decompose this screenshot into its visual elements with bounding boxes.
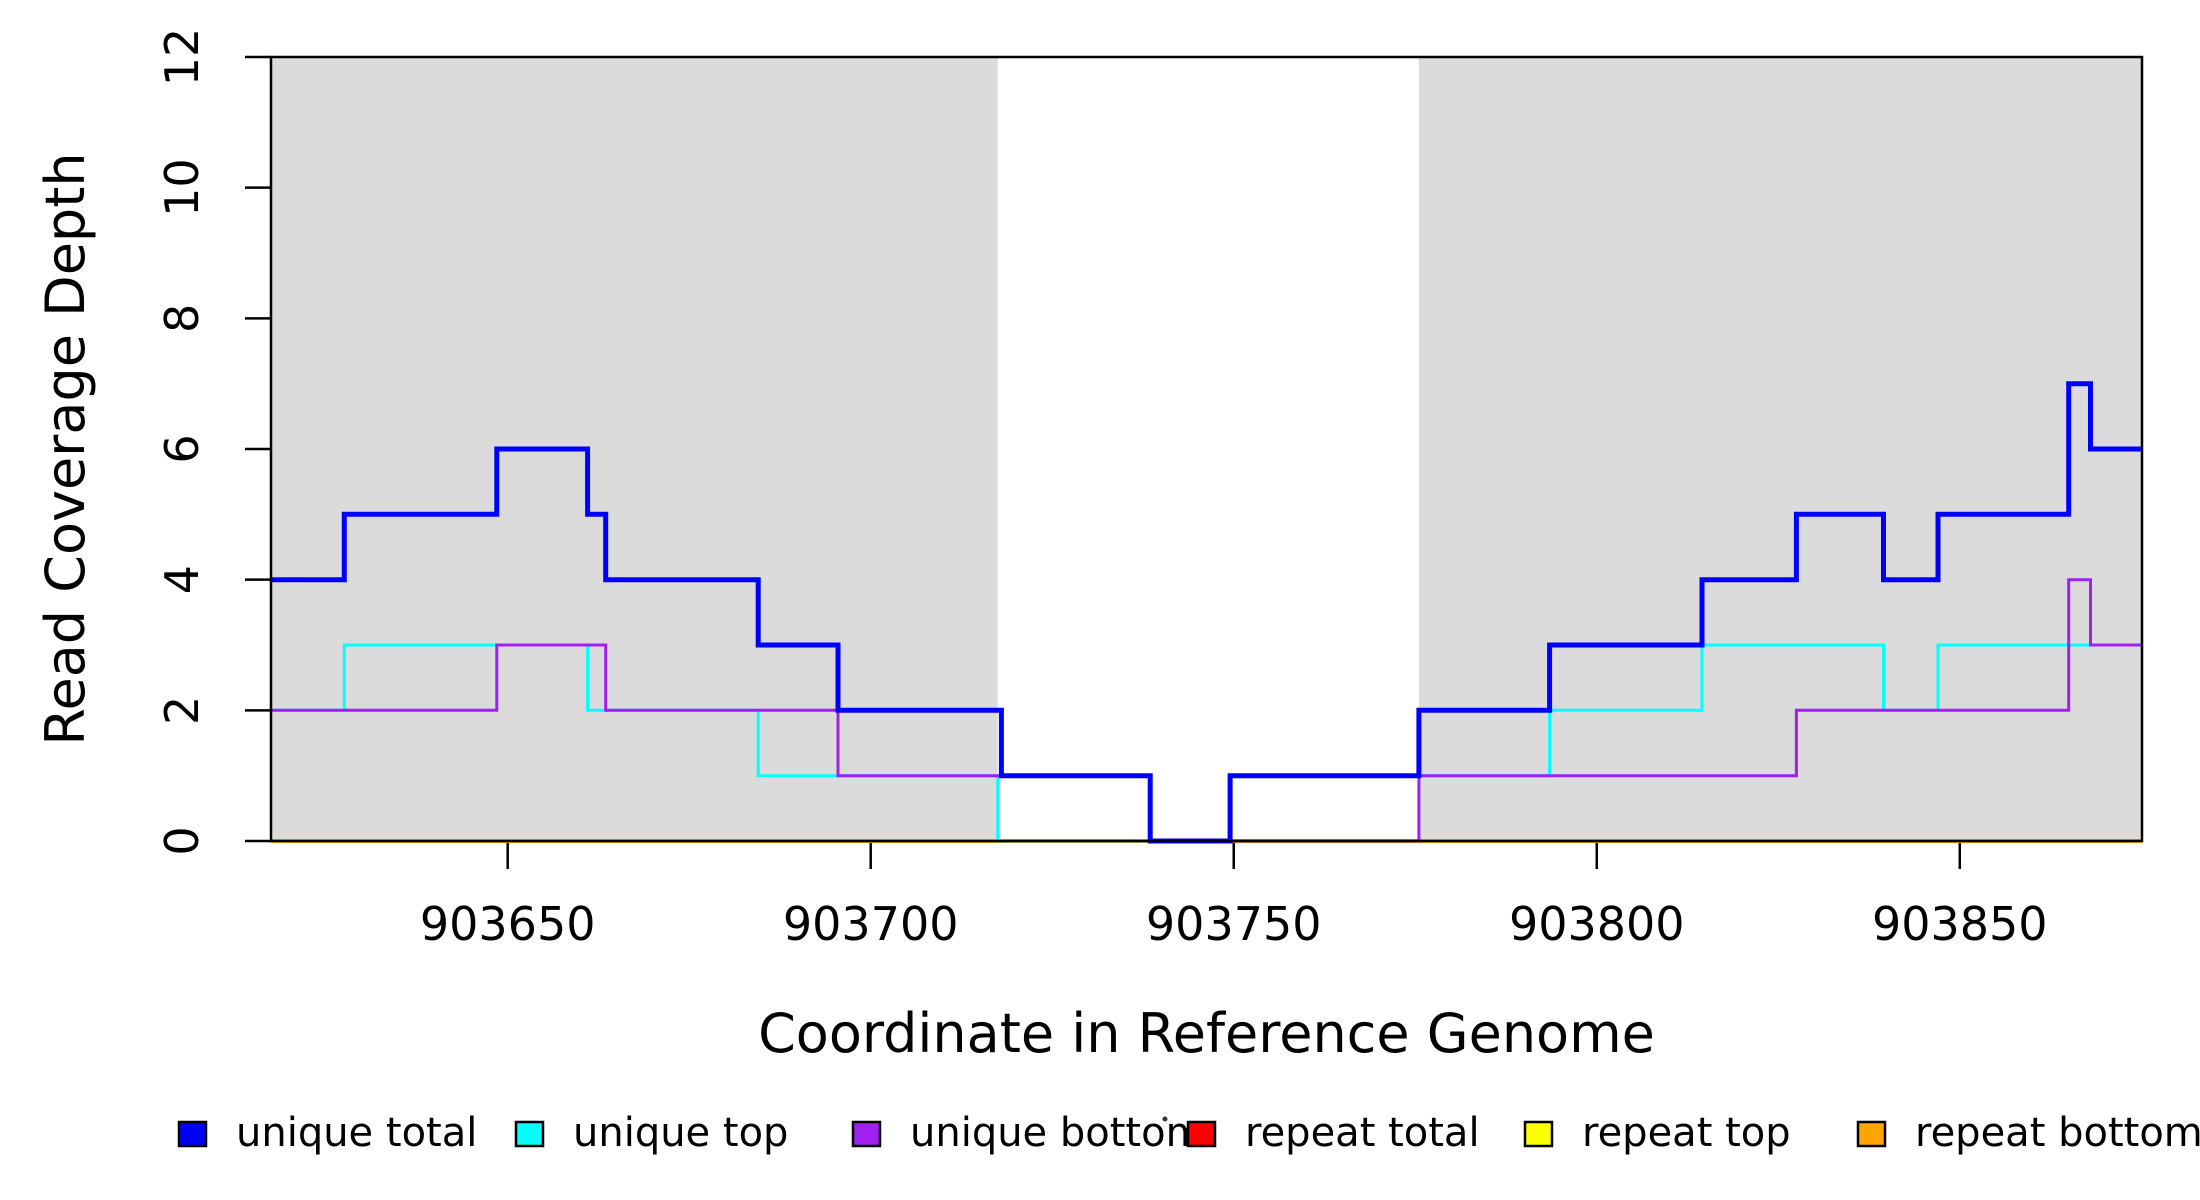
y-axis-tick-label: 2 — [155, 696, 209, 725]
legend-swatch-unique-bottom — [851, 1120, 882, 1148]
y-axis-tick-label: 6 — [155, 434, 209, 463]
legend-label-repeat-top: repeat top — [1582, 1110, 1791, 1156]
legend-swatch-unique-total — [177, 1120, 208, 1148]
x-axis-tick-label: 903750 — [1146, 897, 1322, 951]
legend-swatch-repeat-top — [1523, 1120, 1554, 1148]
y-axis-tick-label: 12 — [155, 28, 209, 87]
legend-swatch-repeat-bottom — [1856, 1120, 1887, 1148]
y-axis-tick-label: 8 — [155, 304, 209, 333]
x-axis-tick-label: 903700 — [783, 897, 959, 951]
legend-swatch-repeat-total — [1186, 1120, 1217, 1148]
plot-frame — [269, 55, 2144, 843]
legend-label-repeat-bottom: repeat bottom — [1915, 1110, 2200, 1156]
legend-label-unique-bottom: unique bottom — [910, 1110, 1205, 1156]
series-line-unique-total — [271, 381, 2142, 844]
y-axis-title: Read Coverage Depth — [34, 152, 97, 745]
legend-label-unique-top: unique top — [573, 1110, 788, 1156]
legend-label-unique-total: unique total — [236, 1110, 477, 1156]
y-axis-tick-label: 0 — [155, 826, 209, 855]
x-axis-tick-label: 903650 — [420, 897, 596, 951]
shaded-region-1 — [271, 57, 998, 841]
x-axis-tick-label: 903850 — [1872, 897, 2048, 951]
legend-swatch-unique-top — [514, 1120, 545, 1148]
stray-dot — [1162, 1116, 1168, 1122]
y-axis-tick-label: 4 — [155, 565, 209, 594]
y-axis-tick-label: 10 — [155, 158, 209, 217]
x-axis-title: Coordinate in Reference Genome — [758, 1002, 1655, 1065]
shaded-region-2 — [1418, 57, 2142, 841]
legend-label-repeat-total: repeat total — [1245, 1110, 1480, 1156]
x-axis-tick-label: 903800 — [1509, 897, 1685, 951]
